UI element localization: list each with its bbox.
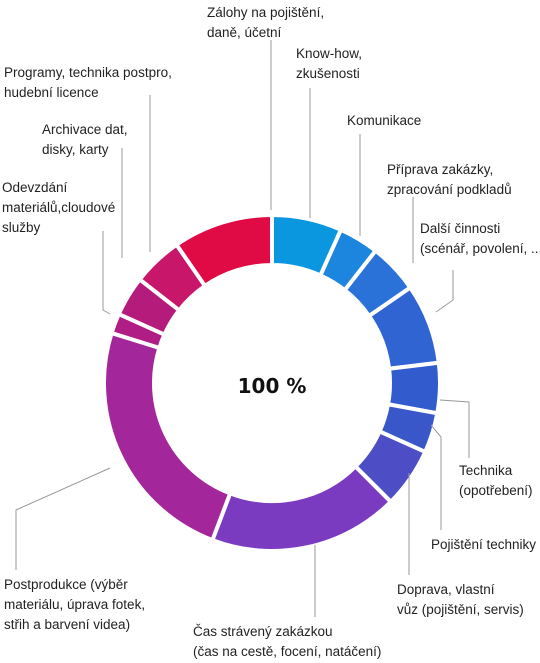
slice-label-line: Technika [459, 463, 513, 478]
slice-label-line: střih a barvení videa) [4, 617, 130, 632]
slice-8 [209, 463, 394, 553]
slice-label-line: Archivace dat, [42, 122, 128, 137]
slice-label-line: Další činnosti [420, 221, 500, 236]
slice-label-line: daně, účetní [207, 25, 282, 40]
center-total-label: 100 % [238, 374, 307, 398]
slice-label-line: disky, karty [42, 142, 109, 157]
leader-line-9 [439, 399, 470, 458]
slice-9 [102, 330, 233, 543]
slice-label-line: Pojištění techniky [431, 537, 536, 552]
slice-label-line: Komunikace [347, 113, 421, 128]
slice-label-line: Příprava zakázky, [387, 162, 493, 177]
leader-line-7 [102, 231, 111, 315]
slice-label-line: služby [2, 220, 41, 235]
slice-label-line: materiálu, úprava fotek, [4, 597, 145, 612]
leader-line-11 [15, 467, 111, 570]
slice-label-line: hudební licence [4, 85, 99, 100]
leader-line-8 [435, 270, 454, 313]
slice-label-line: Zálohy na pojištění, [207, 5, 324, 20]
slice-label-7: Odevzdání materiálů,cloudové služby [2, 180, 115, 235]
slice-label-10: Pojištění techniky [431, 537, 536, 552]
slice-label-12: Doprava, vlastní vůz (pojištění, servis) [397, 582, 524, 617]
slice-label-line: Odevzdání [2, 180, 68, 195]
leader-lines [15, 40, 470, 617]
slice-label-line: (scénář, povolení, ...) [420, 241, 540, 256]
slice-label-3: Programy, technika postpro, hudební licen… [4, 65, 172, 100]
slice-label-line: zpracování podkladů [387, 182, 512, 197]
leader-line-10 [430, 424, 442, 530]
slice-label-1: Zálohy na pojištění, daně, účetní [207, 5, 324, 40]
slice-label-2: Know-how, zkušenosti [296, 46, 362, 81]
slice-label-9: Technika (opotřebení) [459, 463, 533, 498]
slice-label-line: Čas strávený zakázkou [193, 624, 333, 639]
slice-label-line: zkušenosti [296, 66, 360, 81]
slice-13 [173, 212, 274, 289]
slice-label-line: vůz (pojištění, servis) [397, 602, 524, 617]
slice-label-line: Know-how, [296, 46, 362, 61]
slice-label-line: (opotřebení) [459, 483, 533, 498]
slice-label-5: Archivace dat, disky, karty [42, 122, 128, 157]
slice-label-6: Příprava zakázky, zpracování podkladů [387, 162, 512, 197]
slice-label-line: Programy, technika postpro, [4, 65, 172, 80]
slice-label-8: Další činnosti (scénář, povolení, ...) [420, 221, 540, 256]
slice-label-line: (čas na cestě, focení, natáčení) [193, 644, 381, 659]
donut-slices [102, 212, 442, 553]
slice-label-line: Postprodukce (výběr [4, 577, 128, 592]
slice-label-11: Postprodukce (výběr materiálu, úprava fot… [4, 577, 145, 632]
slice-labels: Zálohy na pojištění, daně, účetní Know-how… [2, 5, 540, 659]
slice-label-line: Doprava, vlastní [397, 582, 495, 597]
slice-label-line: materiálů,cloudové [2, 200, 115, 215]
slice-label-4: Komunikace [347, 113, 421, 128]
slice-label-13: Čas strávený zakázkou (čas na cestě, foce… [193, 624, 381, 659]
